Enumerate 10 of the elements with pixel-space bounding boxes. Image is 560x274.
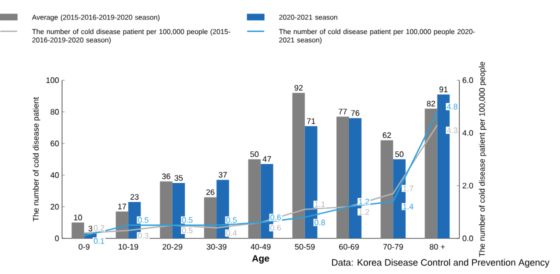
- bar: [72, 222, 84, 238]
- bar: [292, 92, 305, 238]
- bar: [424, 108, 438, 238]
- bar: [380, 140, 394, 238]
- x-axis-title: Age: [252, 255, 270, 264]
- bar: [160, 181, 172, 238]
- text: Data: Korea Disease Control and Prevention Agency: [332, 258, 550, 268]
- bar: [204, 197, 217, 238]
- bar: [248, 159, 261, 238]
- bar: [336, 116, 349, 238]
